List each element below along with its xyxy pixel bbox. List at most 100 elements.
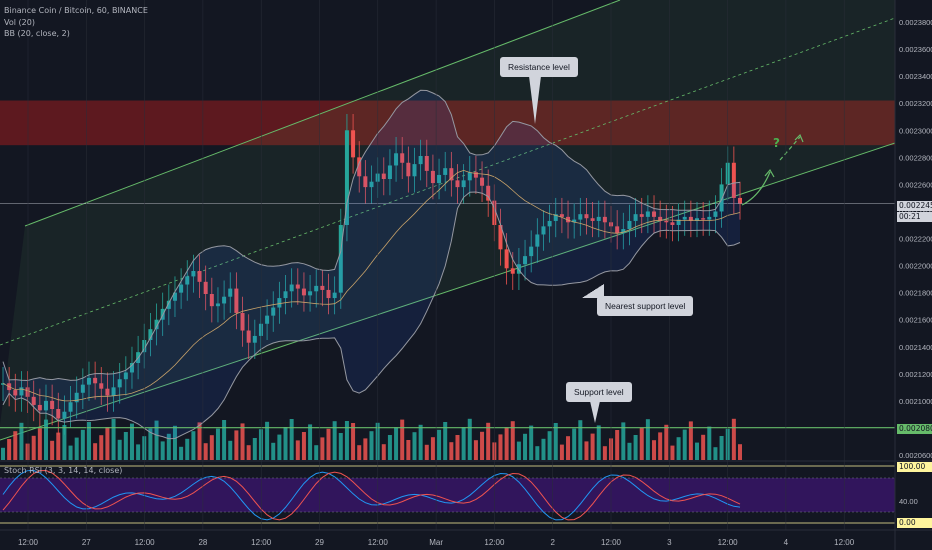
volume-bar xyxy=(480,431,485,460)
x-tick-label: 12:00 xyxy=(368,538,389,547)
volume-bar xyxy=(400,419,405,460)
volume-bar xyxy=(289,419,294,460)
x-tick-label: 4 xyxy=(784,538,789,547)
candle-body xyxy=(510,268,515,274)
candle-body xyxy=(117,379,122,388)
candle-body xyxy=(682,216,687,220)
candle-body xyxy=(498,225,503,250)
volume-bar xyxy=(19,422,24,460)
volume-bar xyxy=(338,433,343,460)
channel-upper-line xyxy=(24,0,621,227)
y-tick-label: 0.0021200 xyxy=(899,370,932,379)
bb-legend: BB (20, close, 2) xyxy=(4,29,70,38)
volume-bar xyxy=(394,427,399,460)
volume-bar xyxy=(547,431,552,460)
x-tick-label: 12:00 xyxy=(601,538,622,547)
candle-body xyxy=(295,284,300,289)
volume-bar xyxy=(277,434,282,460)
candle-body xyxy=(473,172,478,178)
volume-bar xyxy=(271,442,276,460)
volume-bar xyxy=(682,429,687,460)
candle-body xyxy=(707,216,712,220)
volume-bar xyxy=(105,427,110,460)
candle-body xyxy=(246,330,251,343)
candle-body xyxy=(123,372,128,380)
volume-bar xyxy=(111,418,116,460)
volume-bar xyxy=(1,447,5,460)
volume-bar xyxy=(676,437,681,460)
candle-body xyxy=(738,197,742,204)
candle-body xyxy=(265,315,270,324)
candle-body xyxy=(271,307,276,316)
y-tick-label: 0.0020600 xyxy=(899,451,932,460)
volume-bar xyxy=(467,418,472,460)
volume-bar xyxy=(627,442,632,460)
candle-body xyxy=(461,180,466,188)
y-tick-label: 0.0022600 xyxy=(899,180,932,189)
y-tick-label: 0.0023600 xyxy=(899,45,932,54)
y-tick-label: 0.0021800 xyxy=(899,289,932,298)
candle-body xyxy=(222,296,227,304)
volume-bar xyxy=(62,425,67,460)
volume-bar xyxy=(412,432,417,460)
candle-body xyxy=(320,285,325,290)
volume-bar xyxy=(172,425,177,460)
volume-bar xyxy=(117,439,122,460)
x-tick-label: Mar xyxy=(429,538,443,547)
symbol-legend: Binance Coin / Bitcoin, 60, BINANCE xyxy=(4,6,148,15)
projection-curve xyxy=(741,171,771,206)
candle-body xyxy=(486,185,491,201)
candle-body xyxy=(529,246,534,257)
volume-bar xyxy=(424,444,429,460)
volume-bar xyxy=(363,438,368,460)
volume-bar xyxy=(344,421,349,460)
volume-bar xyxy=(719,436,724,460)
candle-body xyxy=(437,174,442,184)
candle-body xyxy=(621,229,626,234)
volume-bar xyxy=(504,427,509,460)
y-tick-label: 0.0023000 xyxy=(899,126,932,135)
candle-body xyxy=(566,216,571,223)
candle-body xyxy=(553,214,558,221)
candle-body xyxy=(369,181,374,188)
volume-bar xyxy=(148,428,153,460)
volume-bar xyxy=(486,422,491,460)
projection-arrowhead xyxy=(764,168,775,178)
bb-lower xyxy=(2,191,741,440)
candle-body xyxy=(701,218,706,220)
candle-body xyxy=(19,387,24,396)
volume-bar xyxy=(37,428,42,460)
volume-bar xyxy=(596,425,601,460)
volume-bar xyxy=(535,446,540,460)
volume-bar xyxy=(123,432,128,460)
volume-bar xyxy=(707,426,712,460)
candle-body xyxy=(50,400,55,409)
candle-body xyxy=(406,162,411,177)
channel-lower-line xyxy=(0,142,896,441)
volume-bar xyxy=(228,440,233,460)
volume-bar xyxy=(559,444,564,460)
candle-body xyxy=(43,400,48,411)
x-tick-label: 28 xyxy=(198,538,207,547)
volume-bar xyxy=(314,445,319,460)
candle-body xyxy=(713,211,718,217)
volume-bar xyxy=(129,423,134,460)
stoch-d-line xyxy=(2,469,741,521)
x-tick-label: 12:00 xyxy=(135,538,156,547)
volume-bar xyxy=(664,424,669,460)
candle-body xyxy=(37,404,42,411)
candle-body xyxy=(289,284,294,292)
volume-bar xyxy=(652,440,657,460)
volume-bar xyxy=(215,428,220,460)
candle-body xyxy=(731,162,736,198)
volume-bar xyxy=(25,443,30,460)
candle-body xyxy=(25,387,30,397)
candle-body xyxy=(338,225,343,293)
volume-bar xyxy=(166,433,171,460)
volume-bar xyxy=(295,440,300,460)
candle-body xyxy=(326,289,331,299)
volume-bar xyxy=(80,429,85,460)
candle-body xyxy=(301,288,306,296)
projection-dashed-arrowhead xyxy=(794,133,804,143)
